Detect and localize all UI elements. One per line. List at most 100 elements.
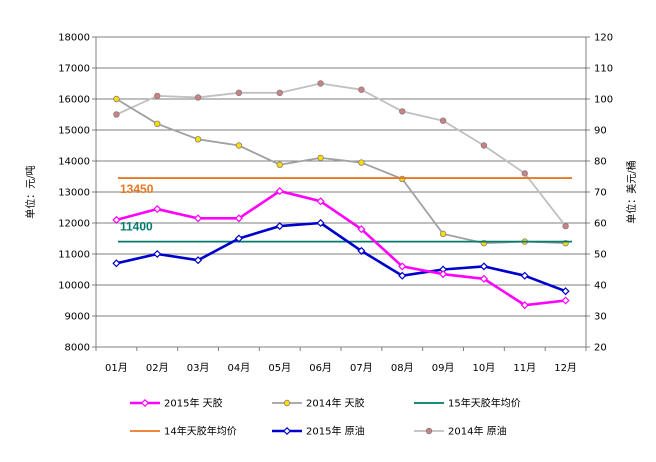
data-point <box>561 296 570 305</box>
legend-marker <box>282 426 292 436</box>
x-tick-label: 11月 <box>513 362 536 374</box>
series-4 <box>112 218 570 296</box>
legend-item: 2015年 原油 <box>272 425 365 438</box>
right-tick-label: 50 <box>594 250 607 261</box>
legend-marker <box>140 398 150 408</box>
right-tick-label: 80 <box>594 157 607 168</box>
right-tick-label: 120 <box>594 33 613 44</box>
left-tick-label: 17000 <box>58 64 90 75</box>
data-point <box>357 246 366 255</box>
series-line <box>116 82 567 227</box>
right-tick-label: 40 <box>594 281 607 292</box>
annotations-layer: 13450 11400 <box>120 182 154 234</box>
data-point <box>154 92 161 100</box>
data-point <box>480 142 488 149</box>
legend-label: 2014年 原油 <box>448 425 507 438</box>
series-line <box>115 98 566 245</box>
right-tick-label: 20 <box>594 343 607 354</box>
data-point <box>153 249 162 259</box>
right-tick-label: 110 <box>594 64 613 75</box>
left-tick-label: 10000 <box>58 281 90 292</box>
data-point <box>439 117 447 124</box>
right-axis-title: 单位：美元/桶 <box>625 160 638 223</box>
x-tick-label: 07月 <box>350 362 373 374</box>
x-tick-label: 04月 <box>228 362 251 374</box>
series-line <box>116 221 567 293</box>
data-point <box>113 95 120 103</box>
series-layer <box>112 80 572 310</box>
right-tick-label: 60 <box>594 219 607 230</box>
data-point <box>399 108 406 115</box>
data-point <box>479 274 488 283</box>
data-point <box>113 111 120 118</box>
legend-item: 14年天胶年均价 <box>130 425 237 438</box>
data-point <box>194 214 203 223</box>
data-point <box>275 222 284 231</box>
data-point <box>276 161 283 168</box>
x-tick-label: 03月 <box>187 362 210 374</box>
data-point <box>154 120 161 127</box>
data-point <box>521 170 528 177</box>
data-point <box>235 142 243 149</box>
data-point <box>194 136 202 143</box>
left-tick-label: 8000 <box>65 343 90 354</box>
data-point <box>357 225 366 234</box>
data-point <box>153 205 162 214</box>
left-tick-label: 12000 <box>58 219 90 230</box>
left-tick-label: 9000 <box>65 312 90 323</box>
annotation-label: 11400 <box>120 220 153 234</box>
left-axis-ticks: 8000 9000 10000 11000 12000 13000 14000 15000 16… <box>58 33 96 354</box>
legend-label: 2014年 天胶 <box>306 397 365 410</box>
left-axis-title: 单位：元/吨 <box>24 165 37 218</box>
data-point <box>358 159 365 166</box>
legend-item: 2015年 天胶 <box>130 397 223 410</box>
right-tick-label: 90 <box>594 126 607 137</box>
x-tick-label: 05月 <box>268 362 291 374</box>
series-line <box>116 189 566 307</box>
legend-label: 14年天胶年均价 <box>164 425 237 438</box>
data-point <box>316 197 325 206</box>
x-tick-label: 12月 <box>554 362 577 374</box>
right-tick-label: 30 <box>594 312 607 323</box>
legend-label: 2015年 天胶 <box>164 397 223 410</box>
series-5 <box>113 80 569 230</box>
legend-item: 2014年 天胶 <box>272 397 365 410</box>
x-axis-ticks: 01月 02月 03月 04月 05月 06月 07月 08月 09月 10月 11月 12月 <box>95 347 587 374</box>
data-point <box>316 218 325 228</box>
data-point <box>398 271 407 280</box>
data-point <box>194 94 202 101</box>
left-tick-label: 15000 <box>58 126 90 137</box>
data-point <box>234 214 243 223</box>
left-tick-label: 16000 <box>58 95 90 106</box>
right-tick-label: 70 <box>594 188 607 199</box>
data-point <box>439 270 448 279</box>
data-point <box>234 234 243 243</box>
data-point <box>194 256 203 265</box>
data-point <box>479 262 488 271</box>
data-point <box>358 86 365 93</box>
data-point <box>112 259 121 268</box>
legend-label: 2015年 原油 <box>306 425 365 438</box>
legend-marker <box>425 427 433 435</box>
x-tick-label: 09月 <box>432 362 455 374</box>
x-tick-label: 10月 <box>473 362 496 374</box>
x-tick-label: 08月 <box>391 362 414 374</box>
data-point <box>112 215 121 224</box>
right-axis-ticks: 20 30 40 50 60 70 80 90 100 110 120 <box>586 33 613 354</box>
data-point <box>520 271 529 280</box>
left-tick-label: 14000 <box>58 157 90 168</box>
data-point <box>561 287 570 296</box>
data-point <box>399 175 406 183</box>
x-tick-label: 01月 <box>105 362 128 374</box>
data-point <box>562 222 569 230</box>
data-point <box>317 154 324 162</box>
data-point <box>275 187 284 196</box>
legend-item: 15年天胶年均价 <box>414 397 521 410</box>
data-point <box>439 230 447 238</box>
data-point <box>235 89 243 96</box>
x-tick-label: 06月 <box>309 362 332 374</box>
data-point <box>276 89 283 96</box>
data-point <box>317 80 324 87</box>
legend-marker <box>283 399 291 407</box>
